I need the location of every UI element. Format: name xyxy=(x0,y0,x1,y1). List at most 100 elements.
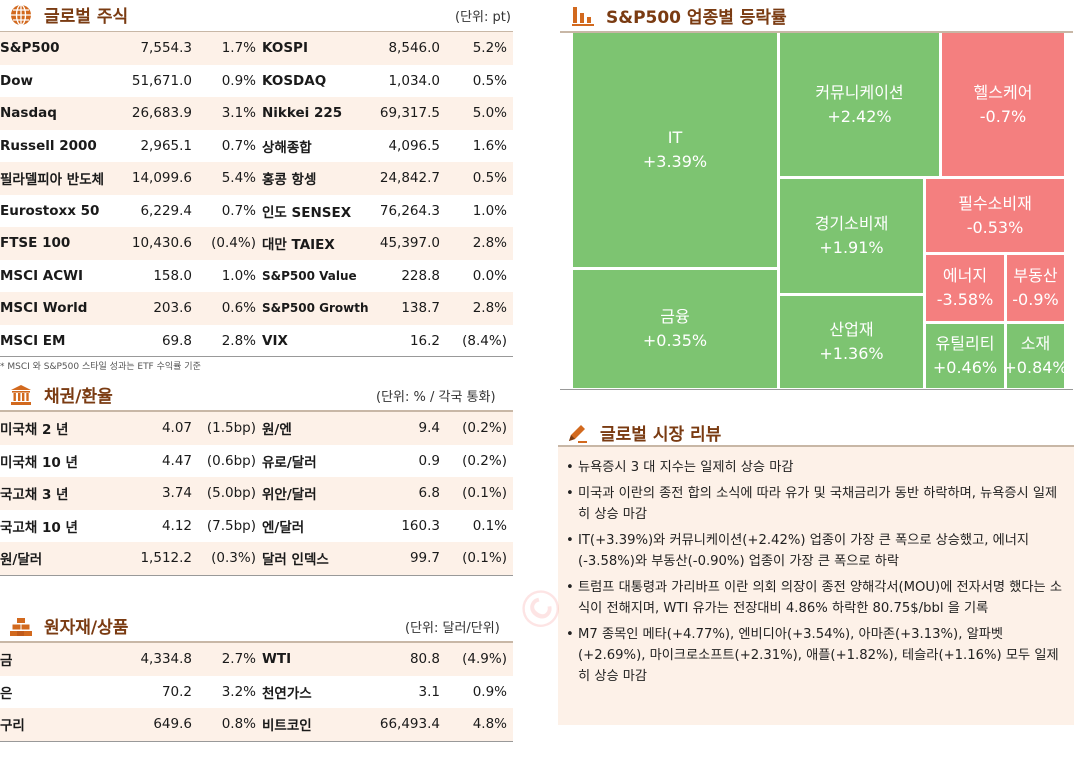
table-row: 구리 649.6 0.8% 비트코인 66,493.4 4.8% xyxy=(0,708,513,741)
row-name: 위안/달러 xyxy=(262,477,375,510)
table-row: S&P500 7,554.3 1.7% KOSPI 8,546.0 5.2% xyxy=(0,32,513,65)
row-change: 0.9% xyxy=(221,72,256,89)
tile-name: 헬스케어 xyxy=(973,82,1033,102)
review-top-rule xyxy=(558,445,1074,447)
row-value: 4,096.5 xyxy=(388,137,440,154)
sector-top-rule xyxy=(560,31,1073,33)
row-name: Eurostoxx 50 xyxy=(0,202,100,219)
table-row: Eurostoxx 50 6,229.4 0.7% 인도 SENSEX 76,264.3… xyxy=(0,195,513,228)
pen-icon xyxy=(566,422,588,444)
row-change: (0.4%) xyxy=(192,227,262,260)
row-value: 1,034.0 xyxy=(388,72,440,89)
tile-consumer-discretionary: 경기소비재 +1.91% xyxy=(780,179,923,293)
row-value: 80.8 xyxy=(375,643,440,676)
tile-industrials: 산업재 +1.36% xyxy=(780,296,923,388)
row-change: (1.5bp) xyxy=(192,412,262,445)
row-value: 51,671.0 xyxy=(131,72,192,89)
bonds-section-title: 채권/환율 xyxy=(10,382,113,407)
sector-title: S&P500 업종별 등락률 xyxy=(606,8,787,28)
row-change: 0.1% xyxy=(472,517,507,534)
row-change: (0.3%) xyxy=(192,542,262,575)
review-title: 글로벌 시장 리뷰 xyxy=(600,425,722,445)
row-value: 14,099.6 xyxy=(127,162,192,195)
row-change: 1.7% xyxy=(192,32,262,65)
bonds-table: 미국채 2 년 4.07 (1.5bp) 원/엔 9.4 (0.2%) 미국채 10 년 4.… xyxy=(0,412,513,575)
row-change: 2.8% xyxy=(440,292,513,325)
row-name: 국고채 3 년 xyxy=(0,477,127,510)
row-change: (8.4%) xyxy=(462,332,507,349)
row-value: 158.0 xyxy=(153,267,192,284)
row-change: (0.2%) xyxy=(440,412,513,445)
row-name: 인도 SENSEX xyxy=(262,204,352,221)
row-value: 138.7 xyxy=(375,292,440,325)
row-change: 5.2% xyxy=(440,32,513,65)
row-value: 4.47 xyxy=(161,452,192,469)
globe-icon xyxy=(10,3,32,26)
bonds-bottom-rule xyxy=(0,575,513,576)
row-name: Dow xyxy=(0,72,33,89)
tile-value: +2.42% xyxy=(827,106,892,126)
row-value: 9.4 xyxy=(375,412,440,445)
row-value: 69,317.5 xyxy=(375,97,440,130)
row-change: (0.6bp) xyxy=(206,452,256,469)
row-value: 70.2 xyxy=(161,683,192,700)
row-name: KOSPI xyxy=(262,32,375,65)
table-row: 국고채 3 년 3.74 (5.0bp) 위안/달러 6.8 (0.1%) xyxy=(0,477,513,510)
stocks-section-title: 글로벌 주식 xyxy=(10,2,128,27)
tile-name: 소재 xyxy=(1020,334,1051,353)
review-item: 미국과 이란의 종전 합의 소식에 따라 유가 및 국채금리가 동반 하락하며,… xyxy=(566,483,1064,525)
table-row: 원/달러 1,512.2 (0.3%) 달러 인덱스 99.7 (0.1%) xyxy=(0,542,513,575)
table-row: Nasdaq 26,683.9 3.1% Nikkei 225 69,317.5 5.0% xyxy=(0,97,513,130)
tile-real-estate: 부동산 -0.9% xyxy=(1007,255,1064,321)
row-change: 0.0% xyxy=(472,267,507,284)
row-value: 69.8 xyxy=(161,332,192,349)
review-section-title: 글로벌 시장 리뷰 xyxy=(566,420,721,445)
row-change: 3.1% xyxy=(192,97,262,130)
row-change: 1.6% xyxy=(472,137,507,154)
row-name: MSCI EM xyxy=(0,332,66,349)
table-row: MSCI ACWI 158.0 1.0% S&P500 Value 228.8 0.0% xyxy=(0,260,513,293)
tile-materials: 소재 +0.84% xyxy=(1003,324,1068,388)
row-name: Russell 2000 xyxy=(0,137,97,154)
tile-value: -0.9% xyxy=(1012,290,1059,309)
tile-value: +0.84% xyxy=(1003,358,1068,377)
table-row: 금 4,334.8 2.7% WTI 80.8 (4.9%) xyxy=(0,643,513,676)
row-value: 228.8 xyxy=(401,267,440,284)
review-item: M7 종목인 메타(+4.77%), 엔비디아(+3.54%), 아마존(+3.… xyxy=(566,624,1064,687)
bonds-unit: (단위: % / 각국 통화) xyxy=(376,390,496,405)
table-row: 필라델피아 반도체 14,099.6 5.4% 홍콩 항셍 24,842.7 0.5% xyxy=(0,162,513,195)
row-name: MSCI World xyxy=(0,292,127,325)
row-change: 1.0% xyxy=(472,202,507,219)
row-change: 2.8% xyxy=(221,332,256,349)
row-name: VIX xyxy=(262,332,288,349)
tile-value: -0.53% xyxy=(966,217,1024,237)
row-value: 4.07 xyxy=(127,412,192,445)
row-value: 6,229.4 xyxy=(140,202,192,219)
sector-bottom-rule xyxy=(560,389,1073,390)
row-change: 0.5% xyxy=(472,72,507,89)
row-change: 5.4% xyxy=(192,162,262,195)
tile-value: +0.46% xyxy=(932,358,998,377)
bar-chart-icon xyxy=(572,5,594,27)
row-value: 16.2 xyxy=(409,332,440,349)
row-value: 3.1 xyxy=(418,683,440,700)
stocks-title: 글로벌 주식 xyxy=(44,7,129,27)
row-change: (4.9%) xyxy=(440,643,513,676)
row-change: 2.7% xyxy=(192,643,262,676)
row-value: 0.9 xyxy=(418,452,440,469)
row-change: 0.5% xyxy=(440,162,513,195)
row-value: 203.6 xyxy=(127,292,192,325)
tile-utilities: 유틸리티 +0.46% xyxy=(926,324,1004,388)
tile-financials: 금융 +0.35% xyxy=(573,270,777,388)
row-value: 76,264.3 xyxy=(379,202,440,219)
tile-energy: 에너지 -3.58% xyxy=(926,255,1004,321)
row-value: 3.74 xyxy=(127,477,192,510)
sector-treemap: IT +3.39% 커뮤니케이션 +2.42% 헬스케어 -0.7% 경기소비재 +1.… xyxy=(573,33,1068,388)
row-name: 엔/달러 xyxy=(262,519,305,536)
row-name: WTI xyxy=(262,643,375,676)
row-change: 0.6% xyxy=(192,292,262,325)
row-name: 미국채 10 년 xyxy=(0,454,78,471)
tile-it: IT +3.39% xyxy=(573,33,777,267)
tile-value: -3.58% xyxy=(936,290,994,309)
table-row: MSCI World 203.6 0.6% S&P500 Growth 138.7 2.8… xyxy=(0,292,513,325)
